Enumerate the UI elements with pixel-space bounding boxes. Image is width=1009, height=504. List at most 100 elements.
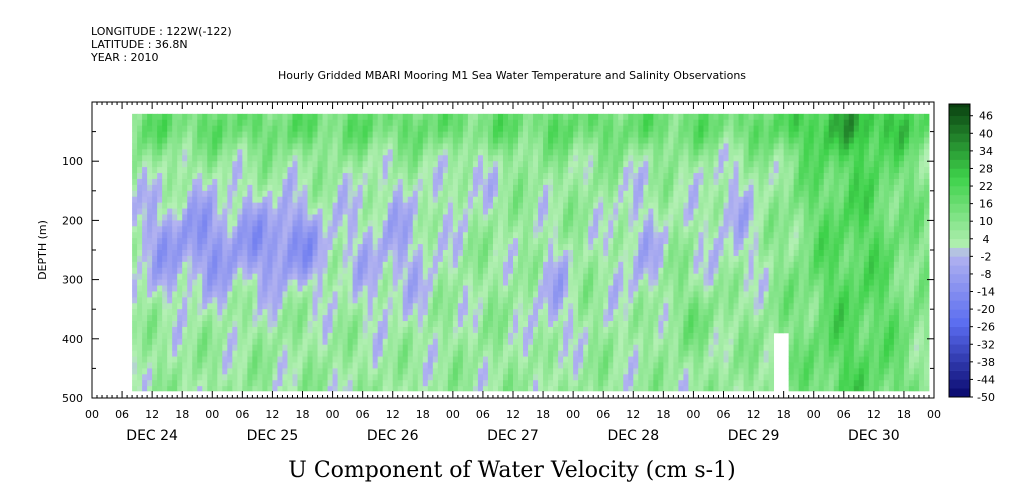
heatmap-cell	[132, 315, 138, 322]
heatmap-cell	[603, 119, 609, 127]
heatmap-cell	[397, 374, 404, 381]
heatmap-cell	[482, 297, 489, 304]
heatmap-cell	[352, 202, 359, 209]
heatmap-cell	[467, 214, 474, 221]
heatmap-cell	[332, 303, 338, 310]
heatmap-cell	[382, 214, 389, 221]
heatmap-cell	[457, 321, 464, 328]
heatmap-cell	[492, 350, 499, 357]
heatmap-cell	[282, 178, 288, 186]
heatmap-cell	[327, 291, 333, 298]
heatmap-cell	[417, 315, 424, 322]
heatmap-cell	[317, 267, 323, 275]
heatmap-cell	[242, 137, 248, 144]
heatmap-cell	[177, 267, 183, 275]
heatmap-cell	[332, 143, 338, 150]
heatmap-cell	[292, 214, 298, 221]
heatmap-cell	[563, 155, 569, 162]
heatmap-cell	[643, 332, 649, 340]
heatmap-cell	[538, 309, 544, 316]
heatmap-cell	[528, 326, 534, 334]
heatmap-cell	[568, 267, 574, 275]
heatmap-cell	[502, 273, 509, 280]
heatmap-cell	[578, 255, 584, 263]
heatmap-cell	[212, 321, 218, 328]
heatmap-cell	[342, 291, 349, 298]
heatmap-cell	[267, 208, 273, 215]
heatmap-cell	[658, 285, 664, 292]
heatmap-cell	[467, 326, 474, 334]
heatmap-cell	[342, 137, 349, 144]
heatmap-cell	[392, 190, 399, 198]
heatmap-cell	[322, 285, 328, 292]
heatmap-cell	[227, 267, 233, 275]
heatmap-cell	[648, 190, 654, 198]
heatmap-cell	[262, 261, 268, 269]
heatmap-cell	[543, 326, 549, 334]
heatmap-cell	[528, 173, 534, 180]
heatmap-cell	[502, 291, 509, 298]
heatmap-cell	[588, 119, 594, 127]
heatmap-cell	[462, 143, 469, 150]
heatmap-cell	[232, 149, 238, 156]
heatmap-cell	[578, 291, 584, 298]
heatmap-cell	[417, 291, 424, 298]
heatmap-cell	[608, 380, 614, 387]
heatmap-cell	[407, 196, 414, 204]
heatmap-cell	[638, 309, 644, 316]
heatmap-cell	[272, 273, 278, 280]
heatmap-cell	[277, 368, 283, 375]
heatmap-cell	[568, 244, 574, 251]
heatmap-cell	[232, 119, 238, 127]
heatmap-cell	[578, 226, 584, 233]
heatmap-cell	[608, 131, 614, 138]
heatmap-cell	[437, 303, 444, 310]
heatmap-cell	[457, 338, 464, 346]
heatmap-cell	[182, 267, 188, 275]
heatmap-cell	[452, 309, 459, 316]
heatmap-cell	[457, 149, 464, 156]
heatmap-cell	[157, 214, 163, 221]
heatmap-cell	[417, 273, 424, 280]
heatmap-cell	[252, 303, 258, 310]
heatmap-cell	[603, 344, 609, 352]
heatmap-cell	[447, 374, 454, 381]
heatmap-cell	[543, 238, 549, 245]
heatmap-cell	[492, 214, 499, 221]
heatmap-cell	[247, 232, 253, 239]
heatmap-cell	[487, 303, 494, 310]
heatmap-cell	[217, 173, 223, 180]
heatmap-cell	[477, 267, 484, 275]
heatmap-cell	[583, 356, 589, 363]
heatmap-cell	[543, 113, 549, 121]
heatmap-cell	[528, 309, 534, 316]
heatmap-cell	[232, 250, 238, 257]
heatmap-cell	[397, 220, 404, 227]
heatmap-cell	[347, 374, 354, 381]
heatmap-cell	[598, 238, 604, 245]
heatmap-cell	[292, 386, 298, 392]
heatmap-cell	[322, 184, 328, 192]
heatmap-cell	[573, 326, 579, 334]
heatmap-cell	[563, 184, 569, 192]
heatmap-cell	[262, 131, 268, 138]
heatmap-cell	[658, 143, 664, 150]
heatmap-cell	[422, 362, 429, 369]
heatmap-cell	[628, 315, 634, 322]
heatmap-cell	[457, 208, 464, 215]
heatmap-cell	[207, 303, 213, 310]
heatmap-cell	[613, 214, 619, 221]
heatmap-cell	[452, 238, 459, 245]
heatmap-cell	[327, 202, 333, 209]
heatmap-cell	[292, 244, 298, 251]
heatmap-cell	[142, 356, 148, 363]
heatmap-cell	[618, 184, 624, 192]
heatmap-cell	[212, 202, 218, 209]
heatmap-cell	[162, 161, 168, 168]
heatmap-cell	[578, 309, 584, 316]
heatmap-cell	[352, 167, 359, 174]
heatmap-cell	[317, 350, 323, 357]
heatmap-cell	[187, 137, 193, 144]
heatmap-cell	[402, 196, 409, 204]
heatmap-cell	[447, 125, 454, 132]
